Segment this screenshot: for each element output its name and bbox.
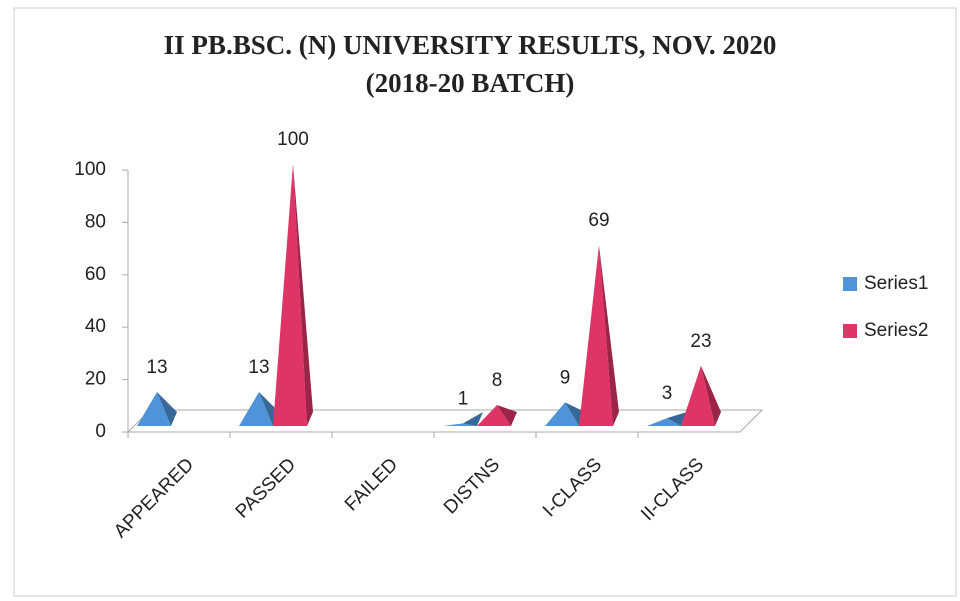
legend-label: Series1 [864,273,928,294]
pyramid-front [477,405,511,426]
y-tick-label: 80 [85,211,106,232]
legend-swatch [843,324,857,338]
pyramid-side [463,412,483,426]
pyramid-front [579,245,613,426]
pyramid [137,391,177,426]
data-label: 9 [560,367,571,388]
pyramid [647,412,687,426]
pyramid-front [681,365,715,426]
data-label: 13 [248,357,269,378]
data-label: 13 [146,357,167,378]
y-tick-label: 0 [95,421,106,442]
chart-frame [13,7,957,597]
pyramid [273,164,313,426]
pyramid-front [239,391,273,426]
pyramid-front [137,391,171,426]
y-tick-label: 20 [85,369,106,390]
pyramid-front [273,164,307,426]
data-label: 8 [492,370,503,391]
data-label: 100 [277,129,309,150]
pyramid-side [667,412,687,426]
y-tick-label: 60 [85,264,106,285]
chart-title: II PB.BSC. (N) UNIVERSITY RESULTS, NOV. … [164,30,777,60]
pyramid [681,365,721,426]
pyramid-side [497,405,517,426]
pyramid-side [599,245,619,426]
legend-swatch [843,277,857,291]
data-label: 1 [458,388,469,409]
pyramid [443,412,483,426]
legend-label: Series2 [864,320,928,341]
pyramid-front [545,402,579,426]
y-tick-label: 40 [85,316,106,337]
chart-title: (2018-20 BATCH) [366,68,575,98]
data-label: 3 [662,383,673,404]
data-label: 69 [588,210,609,231]
data-label: 23 [690,331,711,352]
y-tick-label: 100 [74,159,106,180]
pyramid-front [443,423,477,426]
pyramid-front [647,418,681,426]
pyramid-side [157,391,177,426]
pyramid-side [701,365,721,426]
pyramid-side [293,164,313,426]
pyramid [579,245,619,426]
pyramid [477,405,517,426]
